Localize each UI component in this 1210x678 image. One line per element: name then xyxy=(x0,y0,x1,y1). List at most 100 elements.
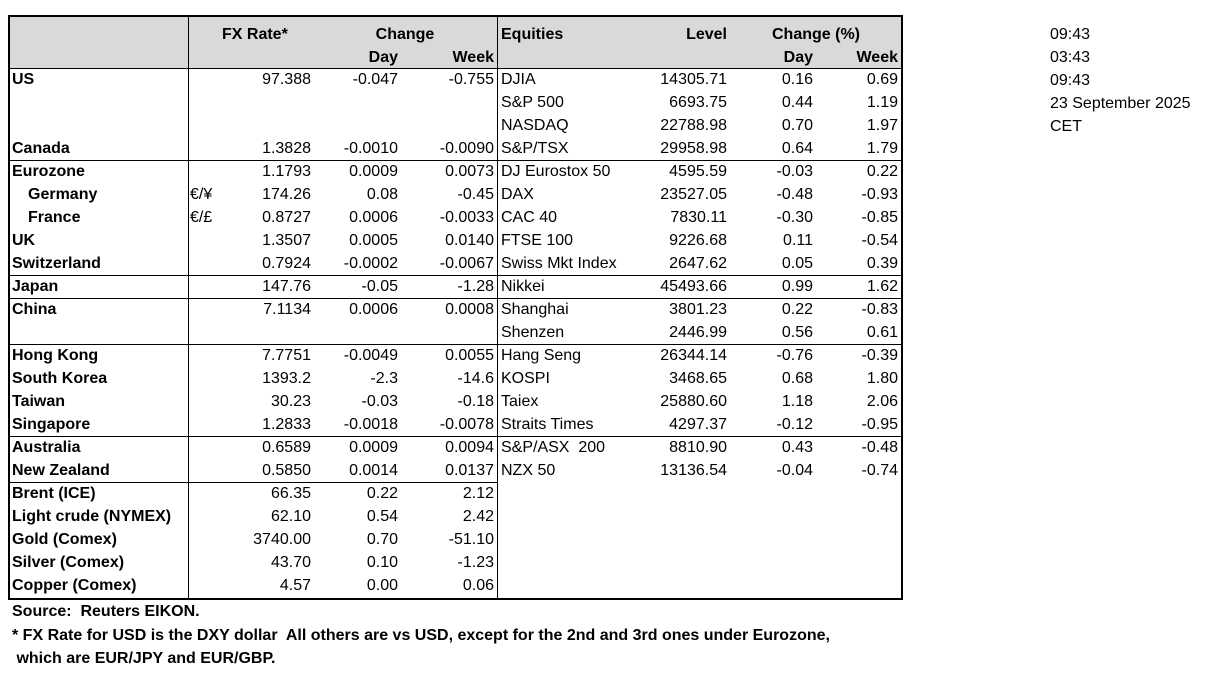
region: South Korea xyxy=(12,370,108,387)
fx-rate: 66.35 xyxy=(270,485,311,502)
timestamp: 23 September 2025 xyxy=(1050,95,1191,112)
index-week: -0.54 xyxy=(861,232,898,249)
fx-week: -1.28 xyxy=(457,278,494,295)
timestamp: 09:43 xyxy=(1050,26,1091,43)
index-week: -0.93 xyxy=(861,186,898,203)
note: which are EUR/JPY and EUR/GBP. xyxy=(12,650,276,667)
fx-day: 0.22 xyxy=(366,485,398,502)
index-name: Shanghai xyxy=(501,301,569,318)
fx-rate: 0.6589 xyxy=(262,439,311,456)
index-level: 2446.99 xyxy=(669,324,727,341)
fx-day: -0.05 xyxy=(361,278,398,295)
index-level: 6693.75 xyxy=(669,94,727,111)
region: Hong Kong xyxy=(12,347,99,364)
fx-week: -0.0033 xyxy=(439,209,494,226)
index-name: FTSE 100 xyxy=(501,232,574,249)
fx-rate: 147.76 xyxy=(262,278,311,295)
row-separator xyxy=(8,436,903,437)
region: Gold (Comex) xyxy=(12,531,117,548)
index-day: 0.56 xyxy=(781,324,813,341)
fx-day: 0.0009 xyxy=(349,163,398,180)
index-day: -0.30 xyxy=(776,209,813,226)
fx-rate: 7.1134 xyxy=(263,301,311,318)
region: US xyxy=(12,71,35,88)
index-level: 4595.59 xyxy=(669,163,727,180)
fx-rate: 174.26 xyxy=(262,186,311,203)
fx-week: 0.0008 xyxy=(445,301,494,318)
fx-rate: 0.8727 xyxy=(262,209,311,226)
index-day: 0.99 xyxy=(781,278,813,295)
region: Silver (Comex) xyxy=(12,554,125,571)
border xyxy=(8,15,903,17)
fx-day: -0.047 xyxy=(352,71,398,88)
index-week: -0.95 xyxy=(861,416,898,433)
border xyxy=(901,15,903,600)
index-name: S&P/TSX xyxy=(501,140,569,157)
index-day: 0.43 xyxy=(781,439,813,456)
fx-week: -0.45 xyxy=(457,186,494,203)
header-day: Day xyxy=(368,49,398,66)
index-level: 14305.71 xyxy=(660,71,727,88)
header-equities: Equities xyxy=(501,26,564,43)
fx-rate: 1.1793 xyxy=(262,163,311,180)
region: Switzerland xyxy=(12,255,101,272)
index-week: 1.97 xyxy=(866,117,898,134)
index-week: -0.39 xyxy=(861,347,898,364)
index-name: Taiex xyxy=(501,393,539,410)
index-level: 4297.37 xyxy=(669,416,727,433)
region: France xyxy=(28,209,81,226)
fx-rate: 30.23 xyxy=(270,393,311,410)
header-week: Week xyxy=(856,49,898,66)
fx-week: 0.0073 xyxy=(445,163,494,180)
region: China xyxy=(12,301,57,318)
fx-week: -0.755 xyxy=(448,71,494,88)
fx-week: 2.12 xyxy=(462,485,494,502)
region: Australia xyxy=(12,439,81,456)
index-day: 0.05 xyxy=(781,255,813,272)
index-name: DJIA xyxy=(501,71,536,88)
region: Singapore xyxy=(12,416,91,433)
fx-day: 0.0006 xyxy=(349,301,398,318)
fx-week: -51.10 xyxy=(448,531,494,548)
index-day: -0.04 xyxy=(776,462,813,479)
index-week: 0.69 xyxy=(866,71,898,88)
index-level: 8810.90 xyxy=(669,439,727,456)
index-day: 0.16 xyxy=(781,71,813,88)
index-name: DAX xyxy=(501,186,534,203)
index-day: -0.03 xyxy=(776,163,813,180)
border xyxy=(8,598,903,600)
region: Canada xyxy=(12,140,70,157)
row-separator xyxy=(8,298,903,299)
divider xyxy=(8,68,903,69)
fx-day: -0.03 xyxy=(361,393,398,410)
pair: €/¥ xyxy=(190,186,213,203)
region: Light crude (NYMEX) xyxy=(12,508,172,525)
index-name: KOSPI xyxy=(501,370,550,387)
fx-day: 0.0005 xyxy=(349,232,398,249)
index-week: 1.80 xyxy=(866,370,898,387)
index-day: 0.22 xyxy=(781,301,813,318)
index-level: 22788.98 xyxy=(660,117,727,134)
fx-day: 0.00 xyxy=(366,577,398,594)
index-week: 0.22 xyxy=(866,163,898,180)
pair: €/£ xyxy=(190,209,213,226)
region: UK xyxy=(12,232,36,249)
fx-week: 0.0137 xyxy=(445,462,494,479)
fx-rate: 7.7751 xyxy=(262,347,311,364)
row-separator xyxy=(8,344,903,345)
region: Brent (ICE) xyxy=(12,485,96,502)
fx-week: 0.0094 xyxy=(445,439,494,456)
fx-day: -0.0049 xyxy=(343,347,398,364)
fx-week: -14.6 xyxy=(457,370,494,387)
index-level: 3801.23 xyxy=(669,301,727,318)
index-day: 0.70 xyxy=(781,117,813,134)
index-day: 0.11 xyxy=(783,232,813,249)
region: Taiwan xyxy=(12,393,66,410)
fx-day: -2.3 xyxy=(370,370,398,387)
index-name: Shenzen xyxy=(501,324,565,341)
divider xyxy=(188,15,189,600)
header-change-pct: Change (%) xyxy=(772,26,860,43)
region: Japan xyxy=(12,278,59,295)
row-separator xyxy=(8,275,903,276)
index-name: Nikkei xyxy=(501,278,545,295)
